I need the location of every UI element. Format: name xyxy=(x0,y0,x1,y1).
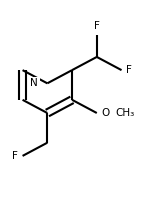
Text: N: N xyxy=(30,78,38,88)
Text: F: F xyxy=(94,21,100,30)
Text: O: O xyxy=(102,108,110,118)
Text: F: F xyxy=(12,151,18,161)
Text: CH₃: CH₃ xyxy=(116,108,135,118)
Text: F: F xyxy=(126,65,132,75)
